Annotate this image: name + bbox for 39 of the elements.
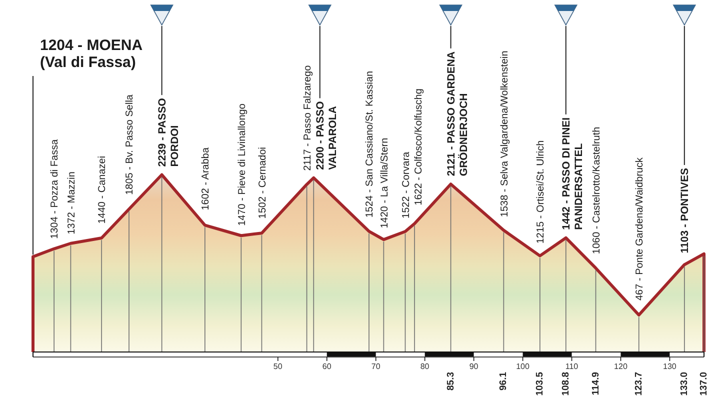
x-tick-label: 80 (420, 362, 430, 371)
data-label: 1103 - PONTIVES (679, 168, 692, 254)
x-tick-label: 110 (565, 362, 579, 371)
data-label: 1060 - Castelrotto/Kastelruth (591, 126, 602, 254)
data-label: 1805 - Bv. Passo Sella (124, 94, 136, 195)
data-label: 2239 - PASSO PORDOI (156, 98, 181, 167)
x-tick-label: 70 (371, 362, 381, 371)
data-label: 1304 - Pozza di Fassa (50, 138, 61, 239)
data-label: 1602 - Arabba (200, 147, 212, 210)
data-label: 1215 - Ortisei/St. Ulrich (536, 140, 547, 244)
data-label: 467 - Ponte Gardena/Waidbruck (634, 156, 646, 301)
x-tick-label: 90 (469, 362, 479, 371)
data-label: 1442 - PASSO DI PINEI PANIDERSATTEL (560, 117, 586, 230)
data-label: 1502 - Cernadoi (257, 147, 268, 219)
data-label: 1440 - Canazei (97, 156, 108, 224)
data-label: 1524 - San Cassiano/St. Kassian (364, 70, 376, 218)
x-tick-label: 100 (516, 362, 530, 371)
data-label: 2117 - Passo Falzarego (302, 64, 314, 171)
data-label: 2121 - PASSO GARDENA GRÖDNERJOCH (446, 51, 470, 176)
data-label: 1538 - Selva Valgardena/Wolkenstein (499, 50, 510, 218)
ref-line-label: 114.9 (590, 372, 602, 396)
x-tick-label: 130 (663, 362, 677, 371)
data-label: 2200 - PASSO VALPAROLA (314, 101, 340, 170)
x-tick-label: 50 (273, 362, 283, 371)
ref-line-label: 96.1 (498, 371, 510, 390)
x-tick-label: 120 (614, 362, 628, 371)
data-label: 1420 - La Villa/Stern (379, 138, 390, 228)
ref-line-label: 103.5 (534, 371, 546, 396)
ref-line-label: 85.3 (445, 372, 456, 390)
ref-line-label: 108.8 (560, 372, 572, 396)
ref-line-label: 133.0 (678, 372, 690, 396)
data-label: 1372 - Mazzin (66, 172, 78, 234)
data-label: 1470 - Pieve di Livinallongo (236, 103, 248, 226)
ref-line-label: 123.7 (633, 372, 644, 396)
data-label: 1622 - Colfosco/Kolfuschg (414, 88, 425, 206)
ref-line-label: 137.0 (698, 372, 710, 396)
data-label: 1522 - Corvara (400, 151, 412, 218)
x-tick-label: 60 (322, 362, 332, 371)
data-label: 1204 - MOENA (Val di Fassa) (40, 37, 143, 71)
